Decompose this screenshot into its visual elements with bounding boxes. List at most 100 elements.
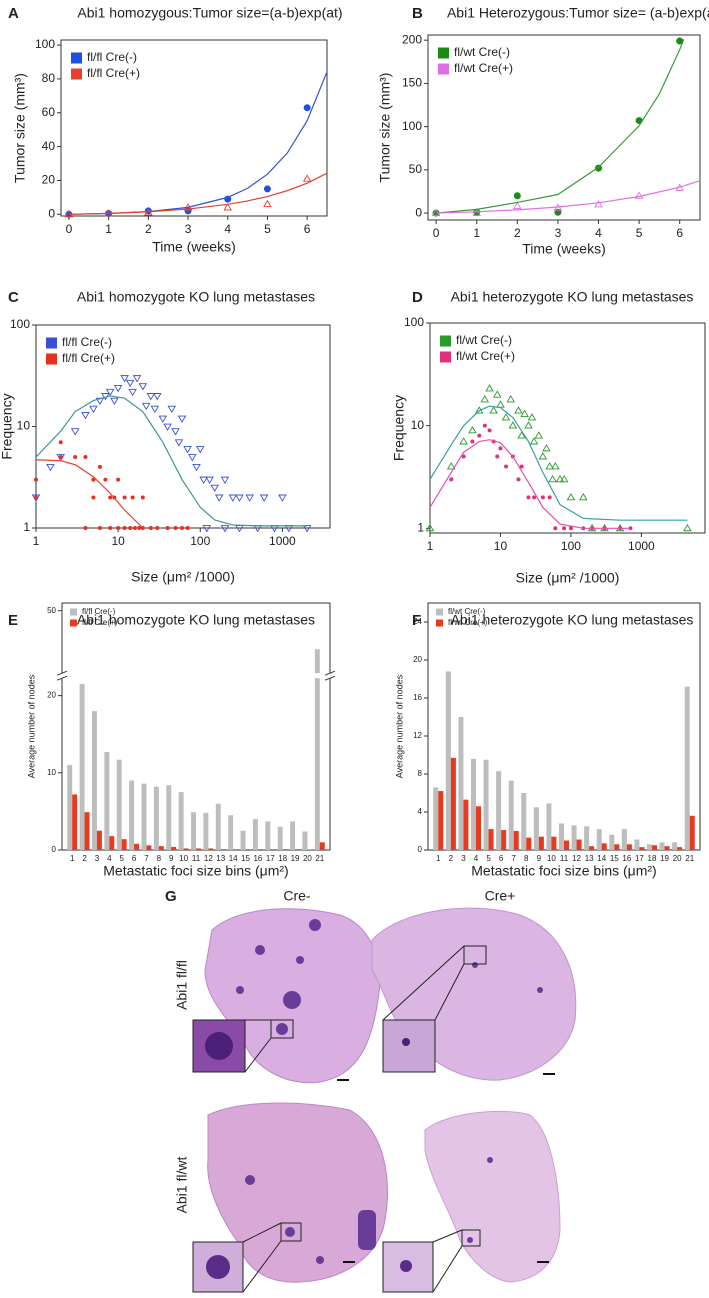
data-point <box>188 454 197 462</box>
x-tick-label: 18 <box>278 854 287 863</box>
data-point <box>520 409 529 417</box>
data-point <box>513 192 521 200</box>
bar <box>508 780 514 850</box>
bar <box>228 815 234 850</box>
data-point <box>506 395 516 403</box>
bar <box>463 799 469 850</box>
bar <box>533 807 539 850</box>
x-tick-label: 2 <box>82 854 87 863</box>
plot-frame <box>60 39 328 217</box>
callout-box <box>463 945 487 965</box>
bar <box>501 830 507 850</box>
data-point <box>83 455 88 460</box>
x-tick-label: 5 <box>636 226 643 240</box>
legend-label: fl/fl Cre(+) <box>87 66 140 80</box>
bar <box>277 826 283 850</box>
tumor-focus <box>285 1227 295 1237</box>
callout-line <box>242 1240 282 1293</box>
data-point <box>489 406 498 414</box>
data-point <box>514 406 523 414</box>
data-point <box>174 439 184 447</box>
bar <box>314 649 320 850</box>
data-point <box>58 440 63 445</box>
data-point <box>223 203 233 211</box>
tumor-focus <box>236 986 244 994</box>
data-point <box>153 393 162 401</box>
data-point <box>553 526 558 531</box>
data-point <box>529 437 539 445</box>
data-point <box>513 201 522 210</box>
tumor-focus <box>276 1023 288 1035</box>
data-point <box>235 494 244 502</box>
data-point <box>566 493 576 501</box>
data-point <box>470 439 475 444</box>
data-point <box>46 463 55 472</box>
data-point <box>485 384 494 392</box>
data-point <box>554 208 562 216</box>
inset-focus <box>400 1260 412 1272</box>
inset <box>382 1019 436 1073</box>
y-tick-label: 0 <box>52 845 57 854</box>
data-point <box>461 454 466 459</box>
data-point <box>228 494 238 502</box>
y-tick-label: 0 <box>415 205 422 219</box>
x-axis-label: Time (weeks) <box>152 239 236 255</box>
data-point <box>594 200 603 208</box>
bar <box>672 842 678 850</box>
bar <box>240 830 246 850</box>
inset-focus <box>206 1255 230 1279</box>
x-tick-label: 15 <box>610 854 619 863</box>
y-tick-label: 60 <box>42 105 56 119</box>
tumor-focus <box>309 919 321 931</box>
legend-swatch <box>440 351 451 363</box>
data-point <box>83 526 88 530</box>
bar <box>596 829 602 850</box>
data-point <box>542 444 551 452</box>
data-point <box>113 385 123 393</box>
bar <box>191 812 196 850</box>
bar <box>571 825 577 850</box>
data-point <box>425 523 435 532</box>
x-tick-label: 6 <box>304 222 311 236</box>
x-tick-label: 10 <box>547 854 556 863</box>
bar <box>589 846 595 850</box>
y-tick-label: 20 <box>42 173 56 187</box>
row-label: Abi1 fl/wt <box>174 1156 190 1213</box>
legend-label: fl/fl Cre(+) <box>62 351 115 365</box>
data-point <box>487 428 492 433</box>
x-tick-label: 13 <box>585 854 594 863</box>
bar <box>67 765 73 850</box>
bar <box>634 839 640 850</box>
y-tick-label: 10 <box>47 768 56 777</box>
x-tick-label: 10 <box>111 534 125 548</box>
data-point <box>132 375 142 383</box>
data-point <box>263 185 271 193</box>
data-point <box>183 446 192 454</box>
x-tick-label: 4 <box>474 854 479 863</box>
chart-title: Abi1 homozygous:Tumor size=(a-b)exp(at) <box>77 5 342 21</box>
data-point <box>550 462 560 470</box>
data-point <box>459 437 468 445</box>
data-point <box>634 191 644 199</box>
bar <box>564 840 570 850</box>
data-point <box>122 526 127 530</box>
bar <box>215 803 221 850</box>
x-axis-label: Time (weeks) <box>522 241 606 257</box>
data-point <box>555 474 565 483</box>
data-point <box>130 495 135 500</box>
panel-letter: C <box>8 289 19 306</box>
tumor-focus <box>487 1157 493 1163</box>
legend-label: fl/wt Cre(+) <box>456 349 515 363</box>
bar <box>220 849 226 850</box>
x-tick-label: 4 <box>224 222 231 236</box>
tissue-section <box>424 1110 561 1283</box>
y-tick-label: 100 <box>10 317 30 331</box>
bar <box>684 686 690 850</box>
y-tick-label: 80 <box>42 71 56 85</box>
x-tick-label: 12 <box>204 854 213 863</box>
fit-curve <box>35 459 144 529</box>
data-point <box>263 199 272 208</box>
x-tick-label: 0 <box>66 222 73 236</box>
tumor-focus <box>472 962 478 968</box>
data-point <box>519 464 524 469</box>
